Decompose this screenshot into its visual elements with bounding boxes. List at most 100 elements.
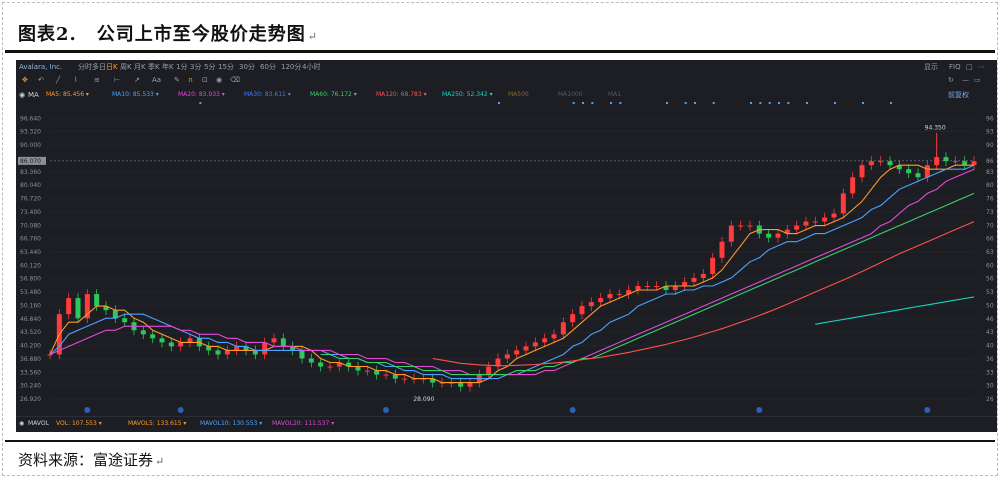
candle-body — [663, 285, 669, 291]
ma-legend-item[interactable]: MA20: 83.933 ▾ — [178, 91, 225, 98]
news-dot-marker — [694, 102, 696, 104]
y-tick-label: 86.070 — [20, 158, 41, 165]
line-tool-icon[interactable]: ╱ — [56, 76, 61, 84]
candle-body — [728, 225, 734, 242]
timeframe-tab[interactable]: 年K — [162, 63, 174, 71]
event-marker-icon[interactable] — [177, 407, 184, 413]
arrow-icon[interactable]: ↗ — [134, 76, 140, 84]
candle-body — [887, 161, 893, 166]
y-tick-label-right: 63 — [986, 249, 994, 256]
more-icon[interactable]: ⋯ — [978, 63, 985, 71]
timeframe-tab[interactable]: 日K — [106, 63, 118, 71]
volume-legend-item[interactable]: MAVOL5: 133.615 ▾ — [128, 420, 187, 427]
y-tick-label: 80.040 — [20, 182, 41, 189]
y-tick-label-right: 83 — [986, 169, 994, 176]
candle-body — [66, 298, 72, 315]
y-tick-label: 50.160 — [20, 302, 41, 309]
timeframe-tab[interactable]: 120分 — [281, 63, 302, 71]
text-tool-icon[interactable]: Aa — [152, 76, 162, 84]
timeframe-tab[interactable]: 周K — [120, 63, 132, 71]
candle-body — [868, 161, 874, 166]
price-chart: 96.640 96 93.320 93 90.000 90 86.070 86 83.360 83… — [18, 102, 994, 413]
volume-collapse-icon[interactable]: ◉ — [19, 420, 25, 427]
measure-icon[interactable]: ⊢ — [114, 76, 121, 84]
y-tick-label: 63.440 — [20, 249, 41, 256]
ma-legend-item[interactable]: MA5: 85.456 ▾ — [46, 91, 89, 98]
delete-icon[interactable]: ⌫ — [230, 76, 240, 84]
y-tick-label: 90.000 — [20, 142, 41, 149]
candle-body — [840, 193, 846, 214]
candle-body — [280, 338, 286, 347]
ma-legend-item[interactable]: MA500 — [508, 91, 529, 98]
dash-icon[interactable]: — — [962, 76, 969, 84]
news-dot-marker — [572, 102, 575, 104]
event-marker-icon[interactable] — [924, 407, 931, 413]
drawing-toolbar: ✥ ↶ ╱ ⌇ ≡ ⊢ ↗ Aa ✎ ∩ ⊡ ◉ ⌫ ↻ — ▭ — [16, 74, 997, 86]
ma-tag[interactable]: MA — [28, 91, 39, 99]
undo-icon[interactable]: ↶ — [38, 76, 44, 84]
y-tick-label: 30.240 — [20, 383, 41, 390]
candle-body — [962, 161, 968, 166]
magnet-icon[interactable]: ∩ — [188, 76, 194, 84]
ma-legend: ◉ MA MA5: 85.456 ▾ MA10: 85.533 ▾ MA20: 83… — [16, 89, 997, 101]
timeframe-tab[interactable]: 季K — [148, 63, 160, 71]
lock-icon[interactable]: ⊡ — [202, 76, 208, 84]
candle-body — [458, 382, 464, 387]
candle-body — [626, 290, 632, 295]
y-tick-label: 56.800 — [20, 276, 41, 283]
timeframe-tab[interactable]: 5分 — [204, 63, 216, 71]
brush-icon[interactable]: ✎ — [174, 76, 180, 84]
ma-legend-item[interactable]: MA1 — [608, 91, 622, 98]
candle-body — [878, 161, 884, 163]
crosshair-icon[interactable]: ✥ — [22, 76, 28, 84]
refresh-icon[interactable]: ↻ — [948, 76, 954, 84]
y-tick-label-right: 40 — [986, 343, 994, 350]
display-button[interactable]: 显示 — [924, 63, 938, 71]
ma-legend-item[interactable]: MA10: 85.533 ▾ — [112, 91, 159, 98]
volume-tag[interactable]: MAVOL — [28, 420, 49, 427]
candle-body — [943, 157, 949, 162]
ma-legend-item[interactable]: MA30: 83.611 ▾ — [244, 91, 291, 98]
collapse-icon[interactable]: ◉ — [19, 91, 26, 99]
volume-legend-item[interactable]: VOL: 107.553 ▾ — [56, 420, 102, 427]
timeframe-tab[interactable]: 1分 — [176, 63, 188, 71]
news-dot-marker — [684, 102, 687, 104]
y-tick-label-right: 66 — [986, 236, 994, 243]
timeframe-tab[interactable]: 月K — [134, 63, 146, 71]
polyline-tool-icon[interactable]: ⌇ — [74, 76, 78, 84]
fib-icon[interactable]: ≡ — [94, 76, 100, 84]
volume-legend-item[interactable]: MAVOL10: 130.553 ▾ — [200, 420, 263, 427]
timeframe-tab[interactable]: 4小时 — [302, 63, 321, 71]
timeframe-tab[interactable]: 多日 — [92, 63, 106, 71]
ma-legend-item[interactable]: MA250: 52.342 ▾ — [442, 91, 493, 98]
event-marker-icon[interactable] — [383, 407, 389, 413]
layout-icon[interactable]: ▭ — [974, 76, 981, 84]
timeframe-tab[interactable]: 30分 — [239, 63, 255, 71]
candle-body — [290, 346, 296, 351]
event-marker-icon[interactable] — [84, 407, 91, 413]
ma-legend-item[interactable]: MA1000 — [558, 91, 583, 98]
window-button-icon[interactable]: □ — [966, 63, 973, 71]
timeframe-tab[interactable]: 15分 — [218, 63, 234, 71]
eye-icon[interactable]: ◉ — [216, 76, 223, 84]
volume-legend-item[interactable]: MAVOL20: 111.537 ▾ — [272, 420, 335, 427]
y-tick-label: 66.760 — [20, 236, 41, 243]
event-marker-icon[interactable] — [756, 407, 763, 413]
fiq-button[interactable]: FIQ — [949, 63, 961, 71]
candle-body — [738, 225, 744, 227]
ma-legend-item[interactable]: MA120: 68.783 ▾ — [376, 91, 427, 98]
ticker-label: Avalara, Inc. — [19, 63, 63, 71]
y-tick-label: 26.920 — [20, 396, 41, 403]
timeframe-tab[interactable]: 3分 — [190, 63, 202, 71]
figure-caption: 公司上市至今股价走势图 — [96, 24, 306, 45]
ma-legend-item[interactable]: MA60: 76.172 ▾ — [310, 91, 357, 98]
source-note: 资料来源：富途证券 ↵ — [18, 449, 164, 470]
timeframe-tab[interactable]: 分时 — [78, 63, 92, 71]
timeframe-tab[interactable]: 60分 — [260, 63, 276, 71]
y-tick-label-right: 96 — [986, 115, 994, 122]
event-marker-icon[interactable] — [569, 407, 576, 413]
candle-body — [271, 338, 277, 343]
rights-label[interactable]: 前复权 — [948, 91, 969, 99]
bottom-rule — [5, 440, 995, 442]
candle-body — [374, 370, 380, 375]
